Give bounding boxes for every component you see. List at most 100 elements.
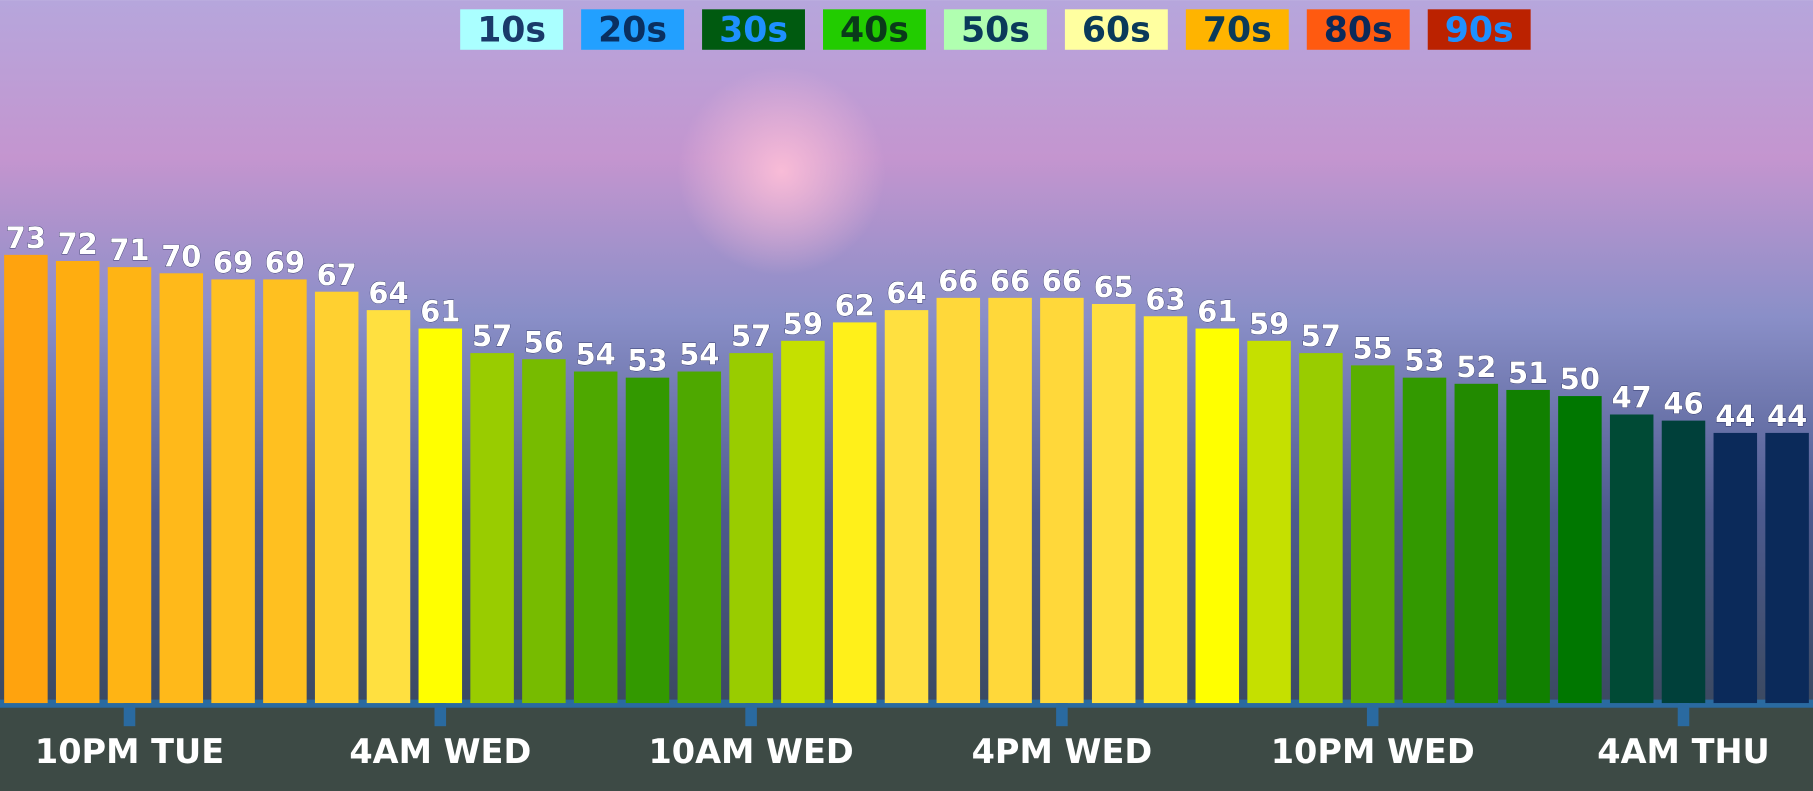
x-tick-label: 10AM WED [648,732,853,771]
x-tick-label: 10PM TUE [35,732,224,771]
x-tick [1056,703,1068,727]
x-tick [1366,703,1379,727]
value-label: 46 [1663,387,1703,421]
bar [1247,340,1291,704]
bar [1558,396,1602,704]
x-tick [123,703,136,727]
bar [1713,432,1758,704]
value-label: 53 [1404,344,1444,378]
x-tick-label: 10PM WED [1271,732,1475,771]
legend-swatch [943,9,1047,50]
x-tick-label: 4AM WED [349,732,531,771]
legend-swatch [702,9,805,50]
bar [1402,377,1447,704]
legend-label: 60s [1082,11,1151,51]
value-label: 56 [524,325,564,359]
bar [159,273,204,704]
value-label: 71 [109,233,149,267]
legend-label: 70s [1203,11,1272,51]
value-label: 57 [472,319,512,353]
bar [1609,414,1654,704]
value-label: 65 [1094,270,1134,304]
value-label: 54 [576,338,616,372]
bar [573,371,618,704]
bar [1454,383,1499,704]
value-label: 44 [1767,399,1807,433]
legend-swatch [1427,9,1531,50]
value-label: 66 [938,264,978,298]
bar [677,371,722,704]
bar [884,310,929,704]
legend-swatch [823,9,926,50]
legend-swatch [1064,9,1168,50]
bar [366,310,411,704]
bar [1506,389,1550,704]
value-label: 62 [835,288,875,322]
bar [1040,297,1084,704]
axis-strip [0,699,1813,708]
value-label: 54 [679,338,719,372]
legend-label: 80s [1324,11,1393,51]
bar [832,322,877,704]
bar [211,279,255,704]
legend-swatch [1306,9,1410,50]
legend-swatch [1185,9,1289,50]
value-label: 64 [886,276,926,310]
bar [1661,420,1706,704]
x-tick [745,703,757,727]
value-label: 55 [1353,331,1393,365]
legend-label: 30s [719,11,788,51]
value-label: 69 [265,245,305,279]
bar [263,279,307,704]
value-label: 57 [1301,319,1341,353]
bar [1091,303,1136,704]
value-label: 64 [368,276,408,310]
footer-band [0,707,1813,791]
value-label: 61 [1197,295,1237,329]
value-label: 51 [1508,356,1548,390]
bar [418,328,463,704]
x-tick-label: 4AM THU [1597,732,1769,771]
value-label: 47 [1612,381,1652,415]
bar [1299,353,1343,704]
bar [781,340,825,704]
value-label: 72 [58,227,98,261]
x-tick [1677,703,1690,727]
bar [107,267,152,704]
legend-label: 20s [598,11,667,51]
value-label: 50 [1560,362,1600,396]
x-tick [434,703,447,727]
value-label: 59 [783,307,823,341]
bar [55,261,100,704]
legend-label: 10s [477,11,546,51]
value-label: 70 [161,239,201,273]
value-label: 61 [420,295,460,329]
bar [729,353,773,704]
value-label: 57 [731,319,771,353]
x-tick-label: 4PM WED [972,732,1153,771]
value-label: 73 [6,221,46,255]
value-label: 44 [1715,399,1755,433]
value-label: 52 [1456,350,1496,384]
sun-glow [677,67,886,276]
bar [1765,432,1809,704]
value-label: 59 [1249,307,1289,341]
bar [522,359,566,704]
bar [470,353,514,704]
value-label: 67 [317,258,357,292]
legend-label: 50s [961,11,1030,51]
legend-swatch [581,9,685,50]
legend-label: 40s [840,11,909,51]
bar [1143,316,1188,704]
bar [4,254,48,704]
value-label: 66 [990,264,1030,298]
value-label: 53 [627,344,667,378]
legend-label: 90s [1445,11,1514,51]
bar [936,297,981,704]
value-label: 66 [1042,264,1082,298]
bar [1350,365,1395,704]
value-label: 69 [213,245,253,279]
legend-swatch [460,9,564,50]
bar [625,377,670,704]
